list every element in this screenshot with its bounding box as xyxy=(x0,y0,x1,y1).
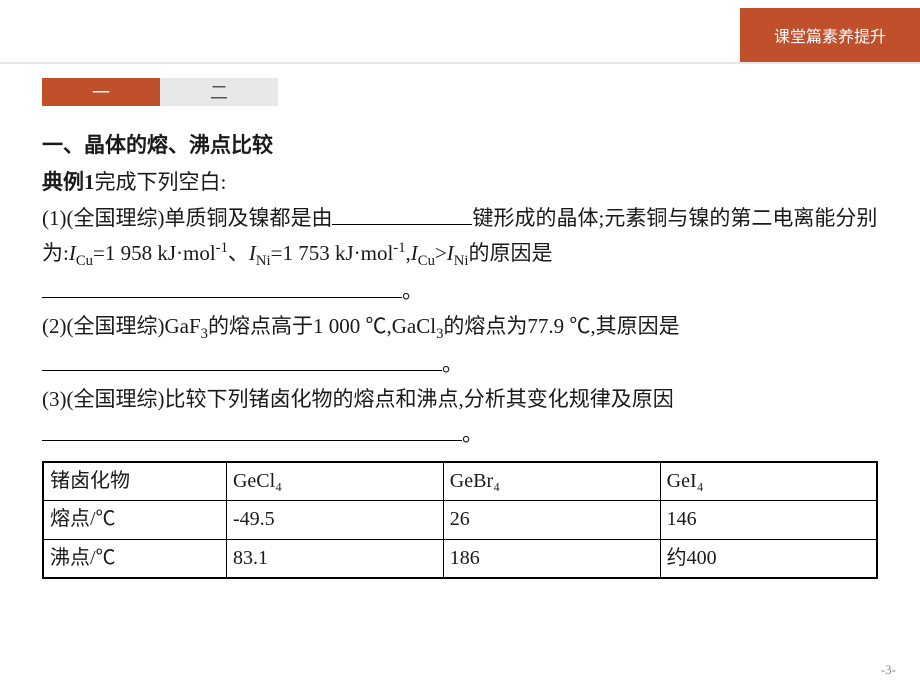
sup1: -1 xyxy=(216,240,228,256)
sup2: -1 xyxy=(393,240,405,256)
sub3a: 3 xyxy=(201,326,208,342)
example-line: 典例1完成下列空白: xyxy=(42,165,878,200)
td-r0c2: 26 xyxy=(443,501,660,540)
banner-label: 课堂篇素养提升 xyxy=(774,23,886,47)
th-0: 锗卤化物 xyxy=(43,462,226,501)
data-table: 锗卤化物 GeCl₄ GeBr₄ GeI₄ 熔点/℃ -49.5 26 146 … xyxy=(42,461,878,580)
ni-sub: Ni xyxy=(256,253,271,269)
td-r0c3: 146 xyxy=(660,501,877,540)
banner: 课堂篇素养提升 xyxy=(740,8,920,62)
tab-one[interactable]: 一 xyxy=(42,78,160,106)
table-row: 熔点/℃ -49.5 26 146 xyxy=(43,501,877,540)
i-cu2: I xyxy=(411,241,418,265)
td-r0c0: 熔点/℃ xyxy=(43,501,226,540)
q2-c: 的熔点为77.9 ℃,其原因是 xyxy=(443,314,679,338)
tab-two-label: 二 xyxy=(210,79,228,105)
period1: 。 xyxy=(402,279,423,303)
tab-one-label: 一 xyxy=(92,79,110,105)
question-3: (3)(全国理综)比较下列锗卤化物的熔点和沸点,分析其变化规律及原因。 xyxy=(42,382,878,453)
i-cu: I xyxy=(69,241,76,265)
td-r1c0: 沸点/℃ xyxy=(43,539,226,578)
cu-sub: Cu xyxy=(76,253,93,269)
question-2: (2)(全国理综)GaF3的熔点高于1 000 ℃,GaCl3的熔点为77.9 … xyxy=(42,309,878,382)
sep: 、 xyxy=(228,241,249,265)
period3: 。 xyxy=(462,422,483,446)
table-header-row: 锗卤化物 GeCl₄ GeBr₄ GeI₄ xyxy=(43,462,877,501)
tab-two[interactable]: 二 xyxy=(160,78,278,106)
content-area: 一、晶体的熔、沸点比较 典例1完成下列空白: (1)(全国理综)单质铜及镍都是由… xyxy=(42,128,878,579)
eq1: =1 958 kJ·mol xyxy=(93,241,216,265)
th-2: GeBr₄ xyxy=(443,462,660,501)
th-1: GeCl₄ xyxy=(226,462,443,501)
q2-a: (2)(全国理综)GaF xyxy=(42,314,201,338)
example-text: 完成下列空白: xyxy=(95,170,227,194)
cu-sub2: Cu xyxy=(418,253,435,269)
td-r1c1: 83.1 xyxy=(226,539,443,578)
th-3: GeI₄ xyxy=(660,462,877,501)
td-r0c1: -49.5 xyxy=(226,501,443,540)
td-r1c2: 186 xyxy=(443,539,660,578)
table-row: 沸点/℃ 83.1 186 约400 xyxy=(43,539,877,578)
blank-1 xyxy=(332,201,472,224)
tabs: 一 二 xyxy=(42,78,278,106)
reason1: 的原因是 xyxy=(468,241,552,265)
q3-a: (3)(全国理综)比较下列锗卤化物的熔点和沸点,分析其变化规律及原因 xyxy=(42,387,674,411)
q1-a: (1)(全国理综)单质铜及镍都是由 xyxy=(42,206,332,230)
ni-sub2: Ni xyxy=(454,253,469,269)
td-r1c3: 约400 xyxy=(660,539,877,578)
i-ni2: I xyxy=(447,241,454,265)
page-number: -3- xyxy=(881,662,896,678)
header-divider xyxy=(0,62,920,64)
section-heading: 一、晶体的熔、沸点比较 xyxy=(42,128,878,163)
blank-2 xyxy=(42,275,402,298)
period2: 。 xyxy=(442,352,463,376)
blank-3 xyxy=(42,348,442,371)
i-ni: I xyxy=(249,241,256,265)
example-prefix: 典例1 xyxy=(42,170,95,194)
q2-b: 的熔点高于1 000 ℃,GaCl xyxy=(208,314,436,338)
eq2: =1 753 kJ·mol xyxy=(271,241,394,265)
question-1: (1)(全国理综)单质铜及镍都是由键形成的晶体;元素铜与镍的第二电离能分别为:I… xyxy=(42,201,878,309)
blank-4 xyxy=(42,418,462,441)
gt: > xyxy=(435,241,447,265)
